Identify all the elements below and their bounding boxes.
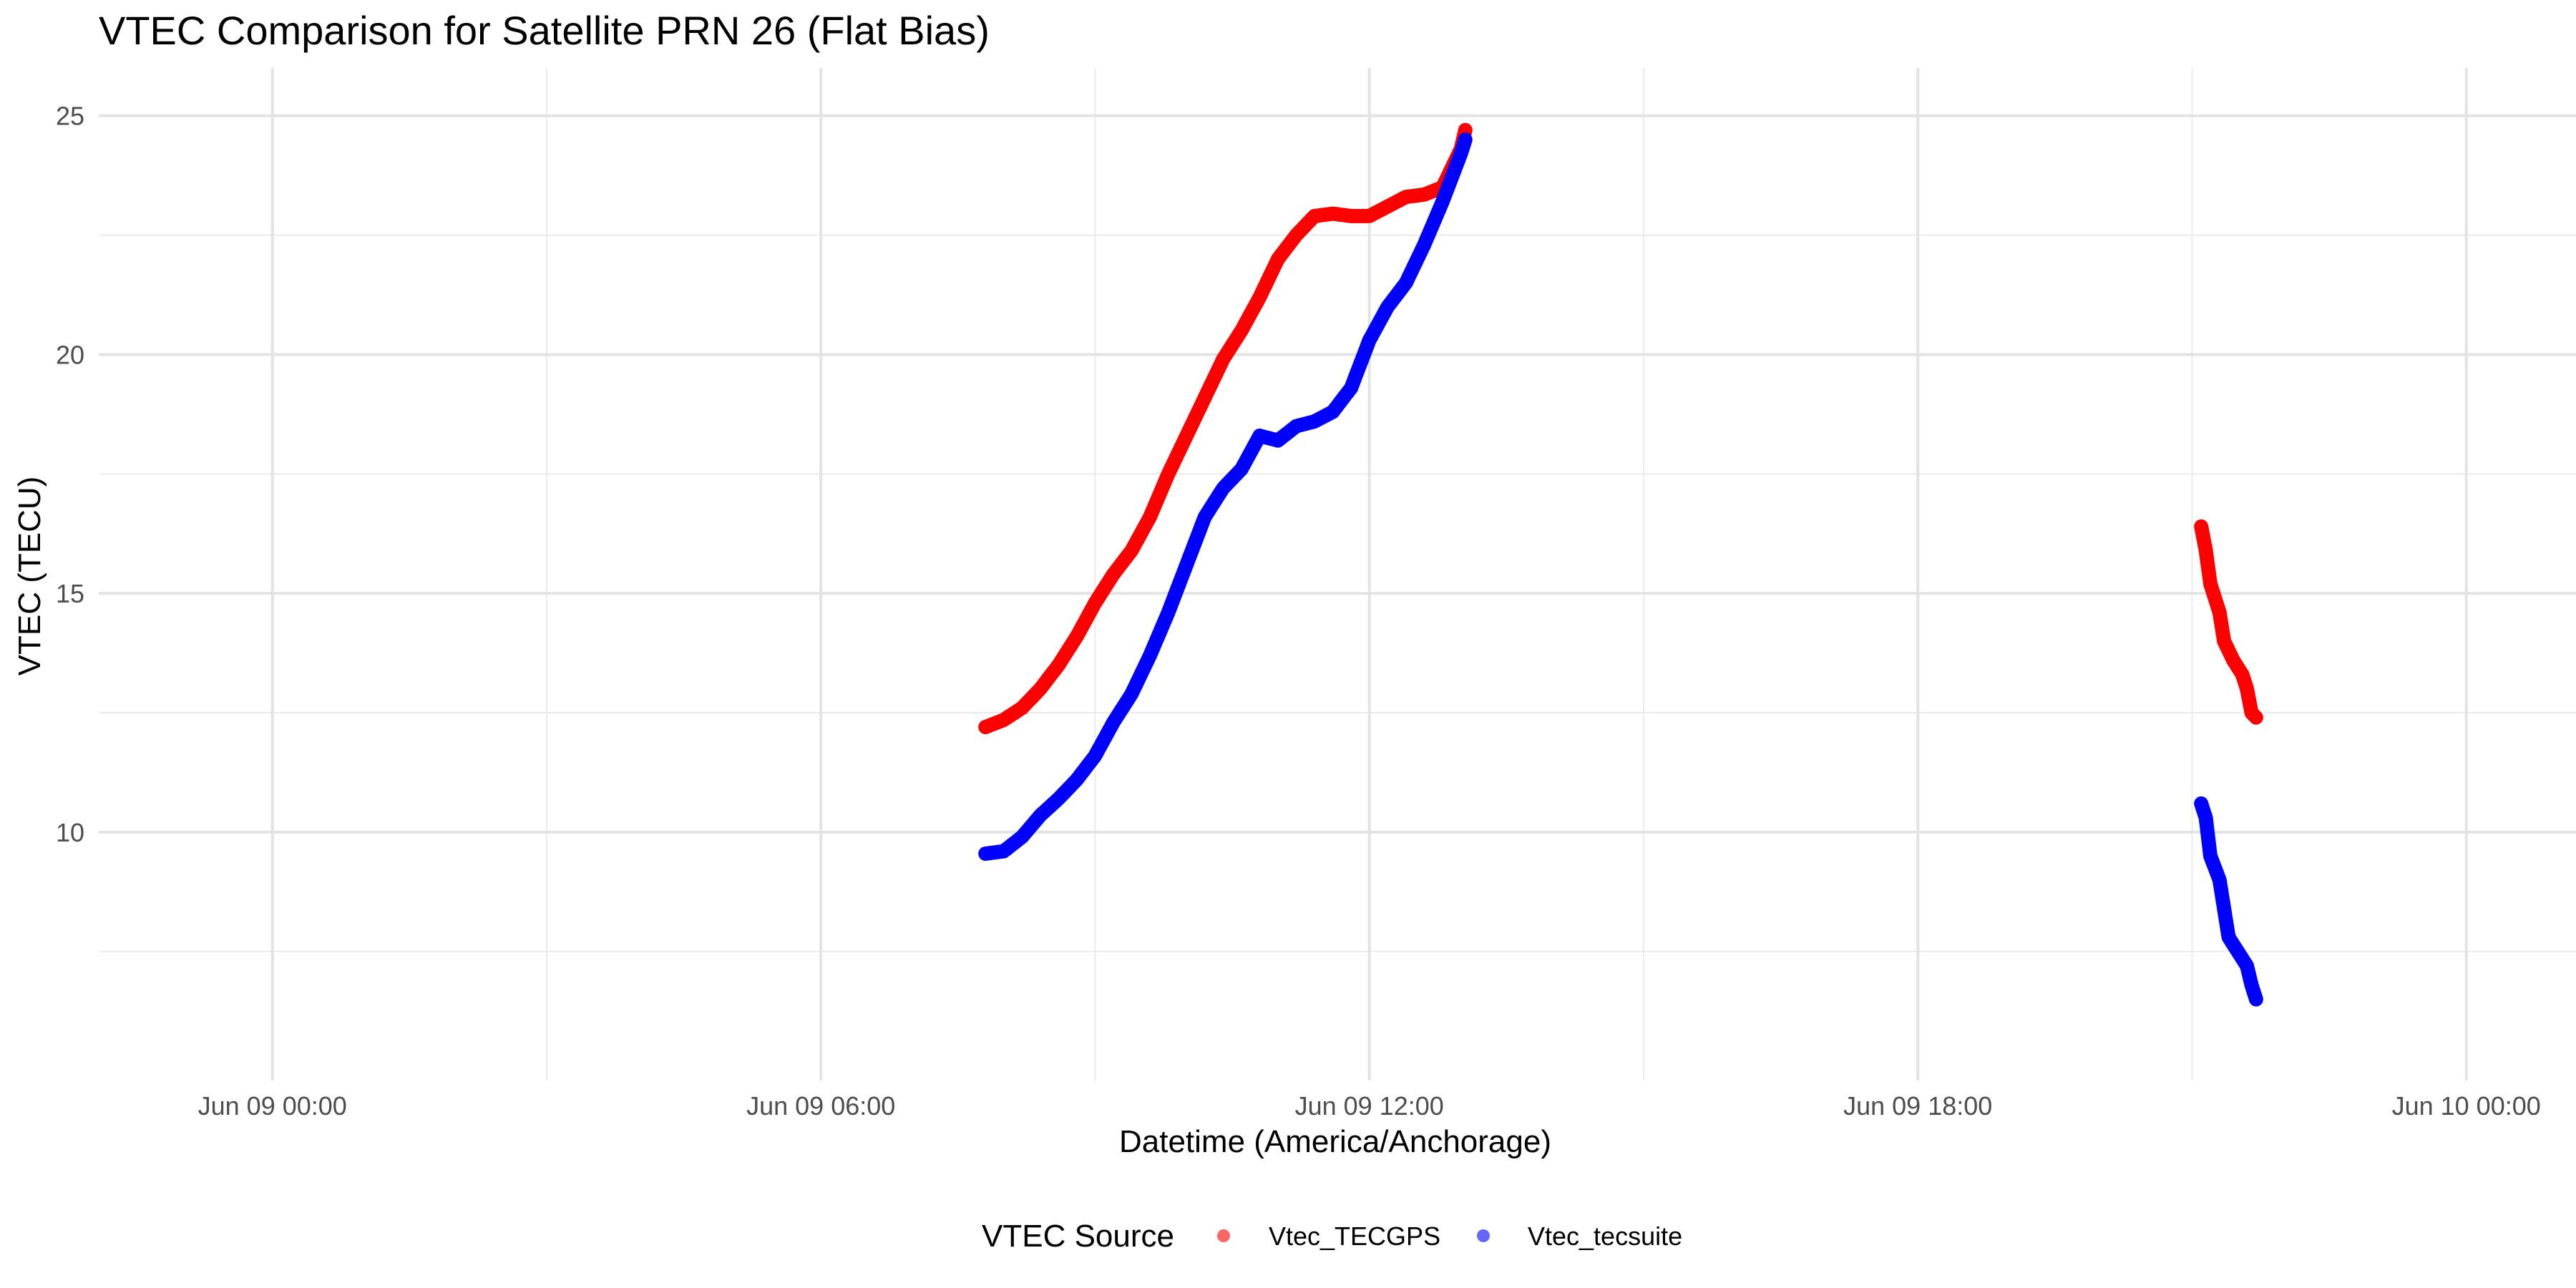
minor-gridlines	[99, 68, 2576, 1080]
y-tick-labels: 10 15 20 25	[56, 102, 84, 847]
y-tick-label: 20	[56, 340, 84, 369]
x-tick-labels: Jun 09 00:00 Jun 09 06:00 Jun 09 12:00 Jun …	[198, 1091, 2541, 1121]
data-point	[2248, 992, 2263, 1007]
y-axis-title: VTEC (TECU)	[12, 477, 47, 676]
major-gridlines	[99, 68, 2576, 1080]
x-tick-label: Jun 09 06:00	[746, 1091, 895, 1121]
legend-key-tecgps	[1217, 1229, 1230, 1242]
y-tick-label: 25	[56, 102, 84, 131]
series-Vtec_TECGPS	[978, 122, 2263, 735]
y-tick-label: 10	[56, 818, 84, 847]
legend-key-tecsuite	[1477, 1229, 1490, 1242]
x-tick-label: Jun 10 00:00	[2392, 1091, 2541, 1121]
chart-title: VTEC Comparison for Satellite PRN 26 (Fl…	[99, 8, 990, 53]
y-tick-label: 15	[56, 579, 84, 608]
data-point	[1458, 132, 1473, 147]
x-tick-label: Jun 09 00:00	[198, 1091, 347, 1121]
legend-label-tecgps: Vtec_TECGPS	[1269, 1221, 1440, 1251]
data-point	[2248, 710, 2263, 725]
x-axis-title: Datetime (America/Anchorage)	[1119, 1124, 1551, 1159]
x-tick-label: Jun 09 18:00	[1843, 1091, 1992, 1121]
x-tick-label: Jun 09 12:00	[1295, 1091, 1444, 1121]
legend: VTEC Source Vtec_TECGPS Vtec_tecsuite	[982, 1219, 1682, 1254]
legend-label-tecsuite: Vtec_tecsuite	[1528, 1221, 1682, 1251]
series-layer	[978, 122, 2263, 1007]
legend-title: VTEC Source	[982, 1219, 1174, 1254]
series-Vtec_tecsuite	[978, 132, 2263, 1007]
